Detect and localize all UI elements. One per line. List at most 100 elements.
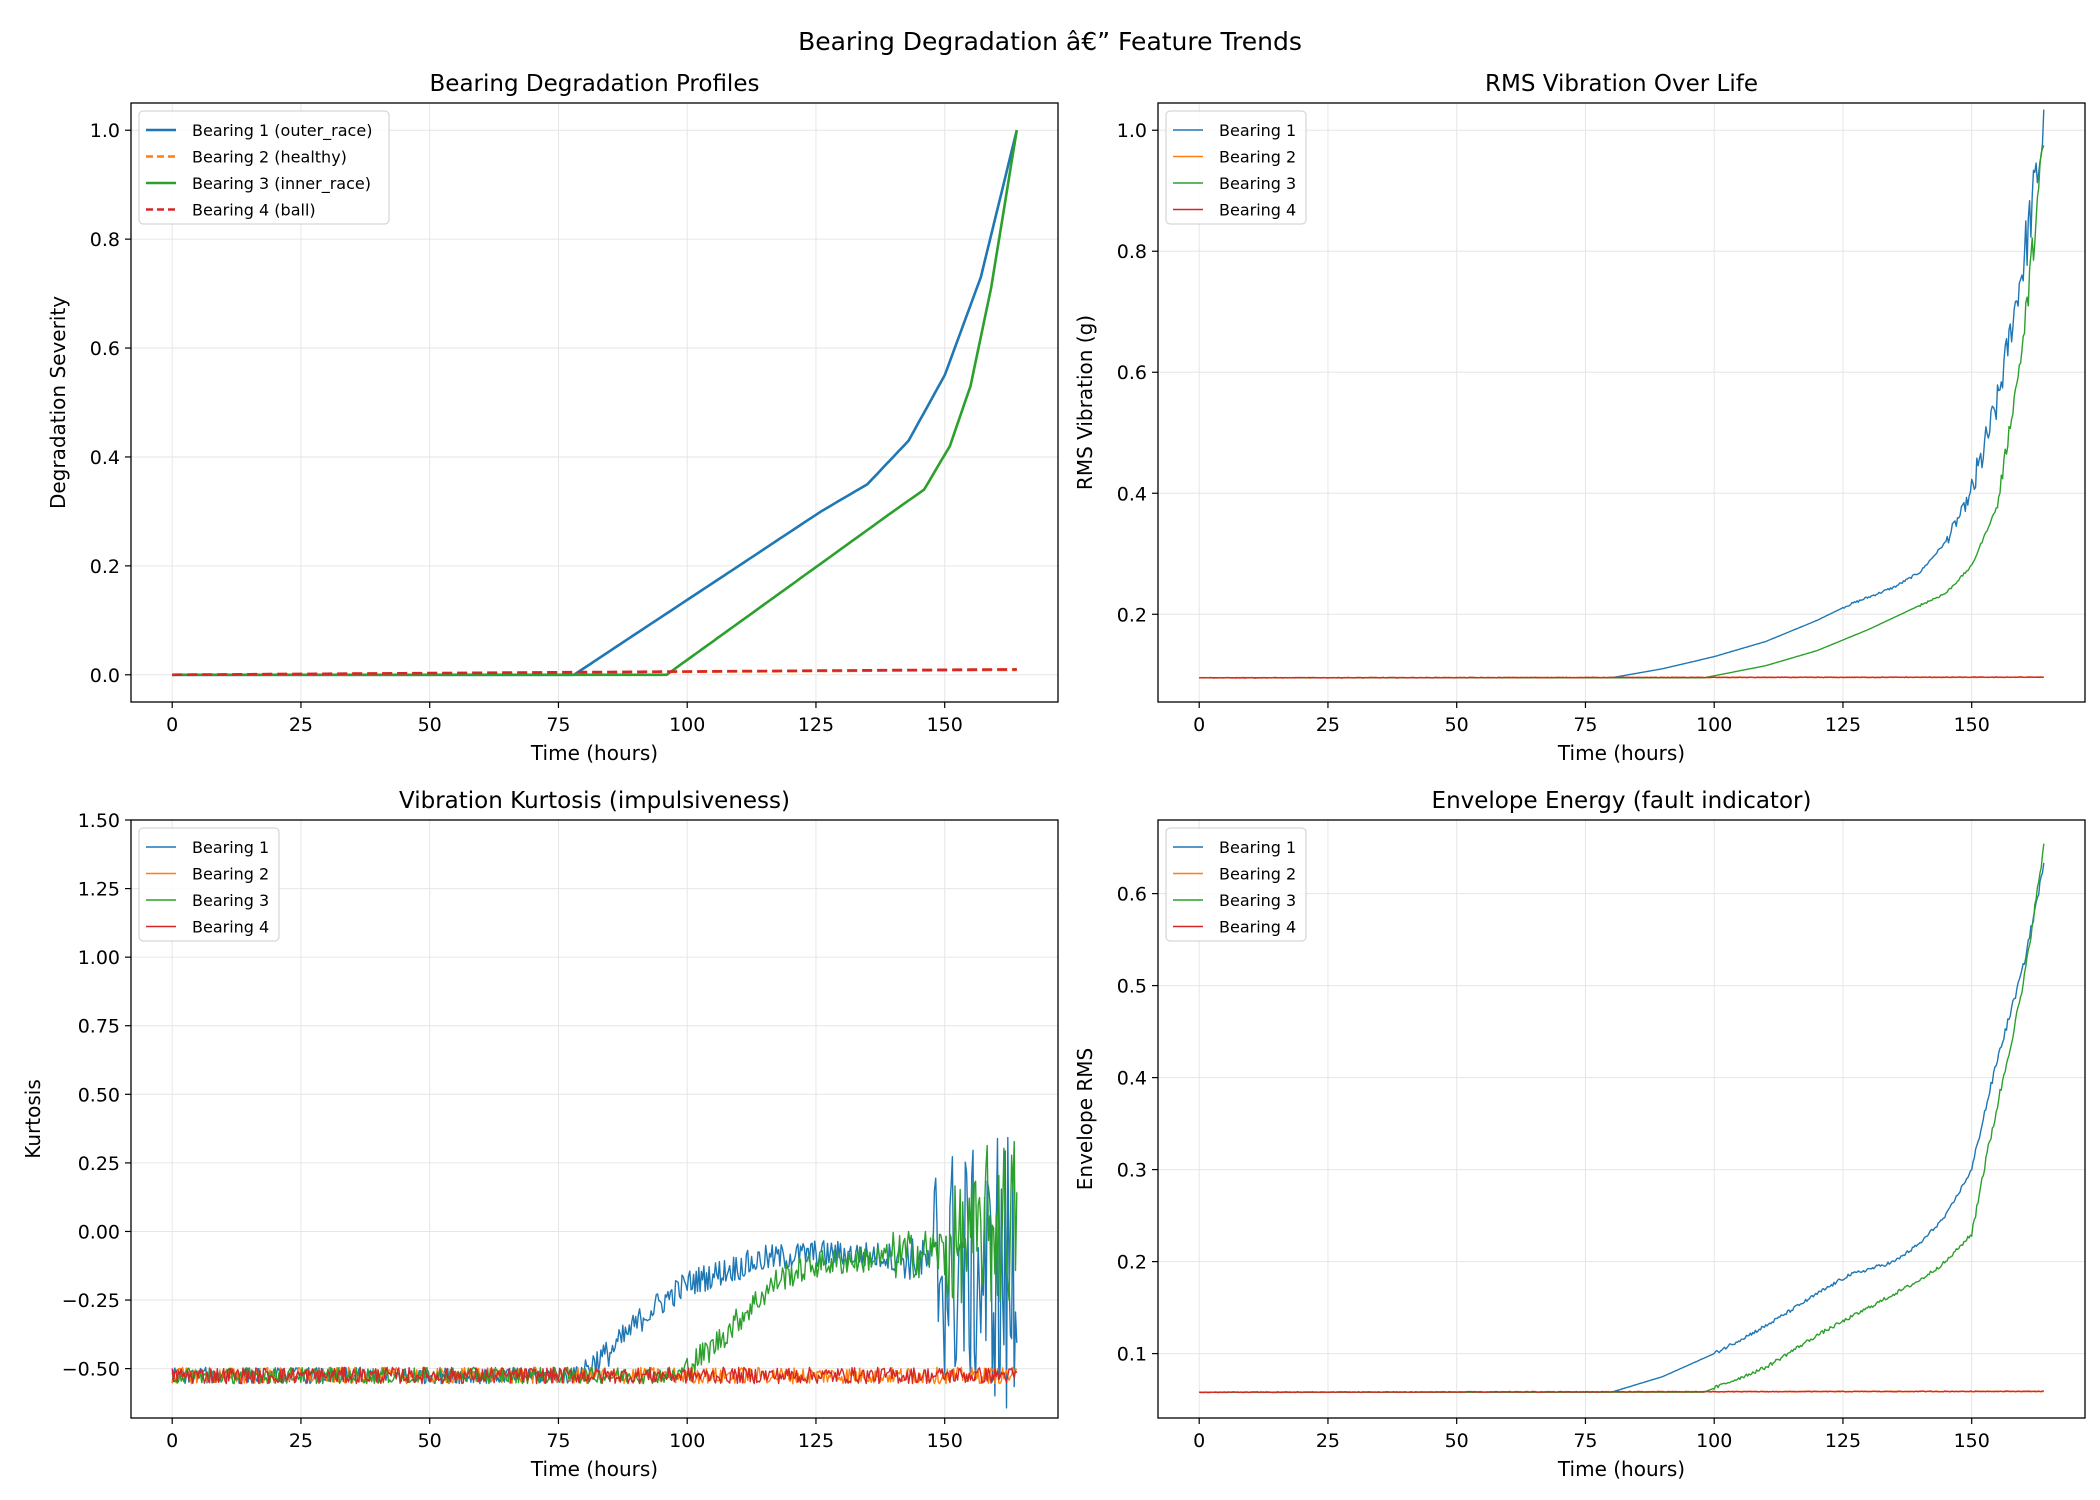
series-line xyxy=(1198,1390,2044,1394)
y-tick-label: 0.0 xyxy=(90,665,120,687)
legend-label: Bearing 4 xyxy=(1219,918,1296,937)
x-tick-label: 75 xyxy=(546,714,570,736)
x-axis-label: Time (hours) xyxy=(1557,1457,1685,1481)
x-tick-label: 100 xyxy=(669,714,705,736)
legend-label: Bearing 3 xyxy=(192,891,269,910)
y-tick-label: 0.8 xyxy=(90,229,120,251)
chart-title: Vibration Kurtosis (impulsiveness) xyxy=(399,788,790,814)
y-tick-label: 0.2 xyxy=(1117,604,1147,626)
legend: Bearing 1 (outer_race) Bearing 2 (healthy… xyxy=(138,110,390,225)
series-line xyxy=(171,1140,1018,1385)
x-tick-label: 50 xyxy=(418,1430,442,1452)
legend-box xyxy=(1165,110,1307,225)
x-tick-label: 125 xyxy=(1825,714,1861,736)
legend-label: Bearing 4 xyxy=(192,918,269,937)
y-tick-label: 0.4 xyxy=(1117,483,1147,505)
legend-label: Bearing 2 xyxy=(1219,865,1296,884)
legend-box xyxy=(138,827,280,942)
y-axis-label: Envelope RMS xyxy=(1073,1048,1097,1190)
y-tick-label: 0.6 xyxy=(1117,362,1147,384)
y-tick-label: 0.2 xyxy=(1117,1252,1147,1274)
axes-frame xyxy=(1157,102,2086,703)
x-tick-label: 50 xyxy=(418,714,442,736)
x-tick-label: 25 xyxy=(1316,714,1340,736)
y-tick-label: 1.00 xyxy=(78,947,120,969)
plot-area xyxy=(1198,843,2045,1394)
x-tick-label: 25 xyxy=(1316,1430,1340,1452)
x-tick-label: 0 xyxy=(1193,714,1205,736)
x-tick-label: 100 xyxy=(1696,1430,1732,1452)
x-tick-label: 150 xyxy=(927,1430,963,1452)
y-tick-label: 0.2 xyxy=(90,556,120,578)
y-tick-label: 0.4 xyxy=(90,447,120,469)
x-axis-label: Time (hours) xyxy=(530,741,658,765)
x-tick-label: 50 xyxy=(1445,714,1469,736)
chart-title: Envelope Energy (fault indicator) xyxy=(1432,788,1812,814)
legend-label: Bearing 2 xyxy=(192,865,269,884)
legend-label: Bearing 3 xyxy=(1219,174,1296,193)
x-tick-label: 75 xyxy=(546,1430,570,1452)
x-tick-label: 25 xyxy=(289,714,313,736)
y-tick-label: 0.8 xyxy=(1117,241,1147,263)
x-axis-label: Time (hours) xyxy=(1557,741,1685,765)
chart-title: Bearing Degradation Profiles xyxy=(430,71,760,97)
x-tick-label: 100 xyxy=(669,1430,705,1452)
y-tick-label: 0.6 xyxy=(1117,884,1147,906)
legend-label: Bearing 3 xyxy=(1219,891,1296,910)
y-tick-label: 0.5 xyxy=(1117,976,1147,998)
axes-frame xyxy=(130,819,1059,1419)
y-tick-label: 0.00 xyxy=(78,1221,120,1243)
legend-label: Bearing 4 xyxy=(1219,201,1296,220)
legend-label: Bearing 2 (healthy) xyxy=(192,148,347,167)
chart-kurtosis: 0 25 50 75 100 125 150 −0.50 −0.25 0.00 0.25 0.50 0.… xyxy=(21,788,1059,1481)
legend-label: Bearing 1 xyxy=(1219,838,1296,857)
axes-frame xyxy=(1157,819,2086,1419)
y-tick-label: 1.0 xyxy=(1117,120,1147,142)
x-tick-label: 0 xyxy=(1193,1430,1205,1452)
y-axis-label: Degradation Severity xyxy=(46,296,70,509)
x-tick-label: 25 xyxy=(289,1430,313,1452)
x-tick-label: 0 xyxy=(166,714,178,736)
legend-box xyxy=(1165,827,1307,942)
y-tick-label: 1.0 xyxy=(90,120,120,142)
legend-box xyxy=(138,110,390,225)
series-line xyxy=(172,668,1017,677)
y-tick-label: 0.3 xyxy=(1117,1160,1147,1182)
y-tick-label: 0.6 xyxy=(90,338,120,360)
y-axis-label: Kurtosis xyxy=(21,1079,45,1159)
x-tick-label: 125 xyxy=(1825,1430,1861,1452)
y-tick-label: 1.50 xyxy=(78,810,120,832)
y-axis-label: RMS Vibration (g) xyxy=(1073,315,1097,490)
y-tick-label: 0.1 xyxy=(1117,1344,1147,1366)
x-tick-label: 75 xyxy=(1573,1430,1597,1452)
legend: Bearing 1 Bearing 2 Bearing 3 Bearing 4 xyxy=(1165,110,1307,225)
legend-label: Bearing 1 xyxy=(192,838,269,857)
legend-label: Bearing 1 (outer_race) xyxy=(192,121,372,141)
y-tick-label: −0.50 xyxy=(62,1359,120,1381)
x-tick-label: 75 xyxy=(1573,714,1597,736)
x-tick-label: 50 xyxy=(1445,1430,1469,1452)
y-tick-label: 0.25 xyxy=(78,1153,120,1175)
x-tick-label: 125 xyxy=(798,714,834,736)
chart-degradation: 0 25 50 75 100 125 150 0.0 0.2 0.4 0.6 0.8 1.0 Bearin… xyxy=(46,71,1059,765)
legend-label: Bearing 2 xyxy=(1219,148,1296,167)
legend-label: Bearing 1 xyxy=(1219,121,1296,140)
series-line xyxy=(1199,676,2045,679)
x-tick-label: 100 xyxy=(1696,714,1732,736)
chart-envelope: 0 25 50 75 100 125 150 0.1 0.2 0.3 0.4 0.5 0.6 Envelo… xyxy=(1073,788,2086,1481)
x-axis-label: Time (hours) xyxy=(530,1457,658,1481)
axes-frame xyxy=(130,102,1059,703)
chart-title: RMS Vibration Over Life xyxy=(1485,71,1758,97)
y-tick-label: −0.25 xyxy=(62,1290,120,1312)
y-tick-label: 0.4 xyxy=(1117,1068,1147,1090)
x-tick-label: 150 xyxy=(1954,1430,1990,1452)
chart-rms: 0 25 50 75 100 125 150 0.2 0.4 0.6 0.8 1.0 RMS Vibra… xyxy=(1073,71,2086,765)
plot-area xyxy=(172,129,1019,677)
plot-area xyxy=(1198,109,2045,679)
x-tick-label: 125 xyxy=(798,1430,834,1452)
figure-suptitle: Bearing Degradation â€” Feature Trends xyxy=(798,27,1302,56)
x-tick-label: 150 xyxy=(1954,714,1990,736)
x-tick-label: 0 xyxy=(166,1430,178,1452)
